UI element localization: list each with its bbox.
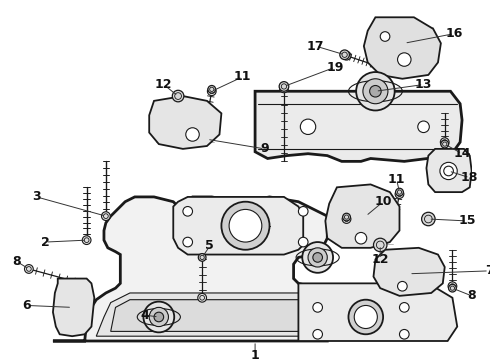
Circle shape: [198, 293, 206, 302]
Circle shape: [280, 84, 288, 93]
Circle shape: [399, 329, 409, 339]
Circle shape: [373, 238, 387, 252]
Circle shape: [313, 329, 322, 339]
Circle shape: [313, 302, 322, 312]
Circle shape: [101, 212, 110, 220]
Polygon shape: [426, 149, 472, 192]
Circle shape: [300, 119, 316, 135]
Circle shape: [441, 140, 448, 148]
Text: 7: 7: [485, 264, 490, 277]
Circle shape: [342, 51, 351, 60]
Circle shape: [279, 82, 289, 91]
Text: 17: 17: [307, 40, 324, 53]
Text: 11: 11: [388, 173, 405, 186]
Text: 9: 9: [260, 143, 269, 156]
Circle shape: [208, 85, 216, 93]
Circle shape: [356, 72, 394, 111]
Circle shape: [298, 237, 308, 247]
Circle shape: [144, 302, 174, 332]
Circle shape: [183, 207, 193, 216]
Polygon shape: [96, 293, 318, 336]
Circle shape: [154, 312, 164, 322]
Text: 8: 8: [467, 289, 476, 302]
Polygon shape: [364, 17, 441, 79]
Circle shape: [172, 90, 184, 102]
Circle shape: [441, 138, 449, 147]
Text: 18: 18: [461, 171, 478, 184]
Circle shape: [221, 202, 270, 250]
Polygon shape: [325, 184, 399, 248]
Text: 5: 5: [205, 239, 214, 252]
Text: 6: 6: [23, 299, 31, 312]
Circle shape: [207, 87, 216, 96]
Circle shape: [308, 248, 327, 267]
Circle shape: [397, 282, 407, 291]
Circle shape: [186, 128, 199, 141]
Polygon shape: [373, 248, 445, 296]
Circle shape: [183, 237, 193, 247]
Text: 8: 8: [12, 255, 21, 268]
Polygon shape: [149, 96, 221, 149]
Circle shape: [395, 188, 403, 196]
Circle shape: [298, 207, 308, 216]
Polygon shape: [298, 283, 457, 341]
Circle shape: [448, 284, 456, 292]
Text: 13: 13: [415, 78, 432, 91]
Circle shape: [149, 307, 169, 327]
Text: 2: 2: [41, 235, 49, 248]
Circle shape: [24, 265, 33, 273]
Circle shape: [342, 215, 351, 223]
Circle shape: [82, 236, 91, 244]
Circle shape: [354, 305, 377, 329]
Circle shape: [313, 253, 322, 262]
Text: 14: 14: [453, 147, 471, 160]
Circle shape: [198, 253, 206, 261]
Circle shape: [302, 242, 333, 273]
Text: 16: 16: [446, 27, 463, 40]
Circle shape: [395, 190, 404, 198]
Polygon shape: [53, 279, 95, 336]
Polygon shape: [53, 197, 327, 341]
Circle shape: [448, 282, 457, 291]
Text: 19: 19: [326, 61, 343, 74]
Circle shape: [348, 300, 383, 334]
Circle shape: [369, 85, 381, 97]
Circle shape: [418, 121, 429, 132]
Text: 1: 1: [251, 349, 260, 360]
Polygon shape: [173, 197, 303, 255]
Circle shape: [355, 233, 367, 244]
Text: 12: 12: [155, 78, 172, 91]
Text: 10: 10: [374, 195, 392, 208]
Text: 12: 12: [371, 253, 389, 266]
Text: 15: 15: [458, 215, 476, 228]
Polygon shape: [255, 91, 462, 161]
Circle shape: [440, 162, 457, 180]
Circle shape: [397, 53, 411, 66]
Circle shape: [399, 302, 409, 312]
Circle shape: [363, 79, 388, 104]
Circle shape: [229, 210, 262, 242]
Polygon shape: [111, 300, 308, 332]
Circle shape: [380, 32, 390, 41]
Text: 4: 4: [140, 309, 149, 321]
Text: 3: 3: [32, 190, 41, 203]
Circle shape: [421, 212, 435, 226]
Circle shape: [340, 50, 349, 59]
Circle shape: [343, 213, 350, 221]
Text: 11: 11: [234, 70, 251, 84]
